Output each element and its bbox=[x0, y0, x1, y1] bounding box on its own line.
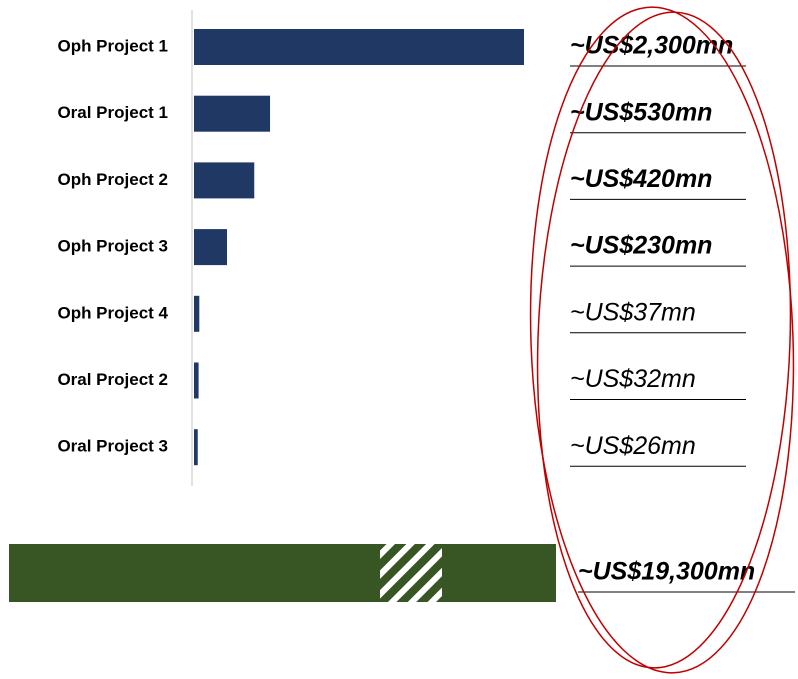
category-label: Oph Project 2 bbox=[57, 170, 168, 189]
value-label: ~US$2,300mn bbox=[570, 32, 733, 60]
highlight-ellipse bbox=[529, 6, 795, 674]
value-label: ~US$37mn bbox=[570, 298, 696, 326]
value-label: ~US$530mn bbox=[570, 98, 712, 126]
bar bbox=[194, 229, 227, 266]
category-label: Oral Project 2 bbox=[57, 370, 168, 389]
bar bbox=[194, 429, 198, 466]
bar bbox=[194, 162, 255, 199]
total-bar bbox=[9, 544, 556, 602]
value-label: ~US$230mn bbox=[570, 232, 712, 260]
bar bbox=[194, 295, 200, 332]
scale-break bbox=[380, 544, 442, 602]
category-label: Oph Project 3 bbox=[57, 237, 168, 256]
category-label: Oral Project 3 bbox=[57, 437, 168, 456]
bar bbox=[194, 29, 524, 65]
bar bbox=[194, 362, 199, 399]
value-label: ~US$26mn bbox=[570, 432, 696, 460]
value-label: ~US$420mn bbox=[570, 165, 712, 193]
value-label: ~US$32mn bbox=[570, 365, 696, 393]
category-label: Oph Project 4 bbox=[57, 303, 168, 322]
total-label: ~US$19,300mn bbox=[578, 558, 755, 586]
category-label: Oral Project 1 bbox=[57, 103, 168, 122]
category-label: Oph Project 1 bbox=[57, 36, 168, 55]
bar bbox=[194, 95, 271, 132]
